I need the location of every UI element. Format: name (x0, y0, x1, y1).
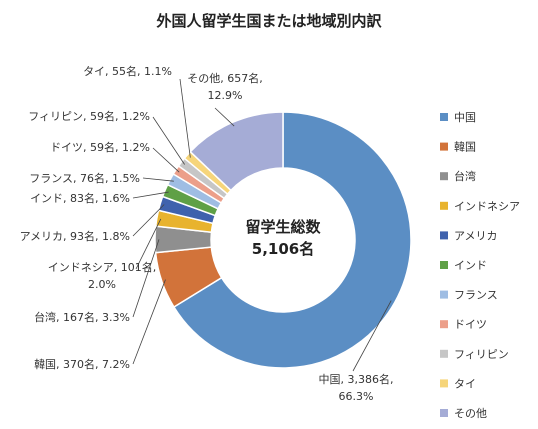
leader-line-1 (132, 279, 166, 365)
legend-label-10: その他 (454, 407, 487, 420)
legend-label-2: 台湾 (454, 169, 476, 183)
data-label-4: アメリカ, 93名, 1.8% (20, 229, 130, 243)
data-label-7: ドイツ, 59名, 1.2% (50, 140, 150, 154)
legend-swatch-1 (440, 142, 448, 151)
center-label-line-2: 5,106名 (252, 240, 314, 258)
legend-label-0: 中国 (454, 111, 476, 124)
data-label-3-line-2: 2.0% (88, 278, 116, 291)
leader-line-4 (132, 204, 165, 237)
legend-swatch-7 (440, 320, 448, 329)
legend-label-5: インド (454, 259, 487, 272)
data-label-5: インド, 83名, 1.6% (30, 191, 130, 205)
data-label-10-line-1: その他, 657名, (187, 71, 263, 85)
legend-swatch-5 (440, 261, 448, 269)
leader-line-2 (132, 239, 160, 318)
data-label-3-line-1: インドネシア, 101名, (48, 260, 157, 274)
data-label-2: 台湾, 167名, 3.3% (34, 310, 130, 324)
data-label-0-line-1: 中国, 3,386名, (319, 372, 394, 386)
legend-label-3: インドネシア (454, 200, 520, 213)
leader-line-9 (179, 78, 191, 158)
legend-swatch-8 (440, 349, 448, 358)
data-label-1: 韓国, 370名, 7.2% (34, 357, 130, 371)
legend-swatch-9 (440, 379, 448, 388)
data-label-8: フィリピン, 59名, 1.2% (28, 109, 150, 123)
leader-line-5 (132, 191, 169, 199)
leader-line-6 (142, 177, 174, 182)
leader-line-0 (352, 300, 392, 372)
legend-swatch-3 (440, 201, 448, 210)
legend-label-7: ドイツ (454, 318, 487, 331)
legend-label-4: アメリカ (454, 229, 497, 242)
legend-label-8: フィリピン (454, 348, 509, 361)
data-label-6: フランス, 76名, 1.5% (29, 171, 140, 185)
data-label-0-line-2: 66.3% (339, 390, 374, 403)
leader-line-3 (135, 218, 162, 270)
legend-swatch-2 (440, 172, 448, 181)
leader-line-8 (152, 116, 185, 165)
legend-label-9: タイ (454, 377, 476, 390)
slice-0 (172, 111, 412, 369)
legend-label-1: 韓国 (454, 141, 476, 154)
chart-title: 外国人留学生国または地域別内訳 (156, 12, 382, 30)
center-label-line-1: 留学生総数 (245, 218, 321, 236)
data-label-10-line-2: 12.9% (208, 89, 243, 102)
legend-swatch-0 (440, 113, 448, 121)
leader-line-7 (152, 147, 180, 173)
legend-swatch-6 (440, 290, 448, 299)
legend-swatch-10 (440, 409, 448, 417)
leader-line-10 (214, 107, 235, 127)
slice-10 (189, 111, 284, 192)
legend-swatch-4 (440, 231, 448, 240)
legend-label-6: フランス (454, 289, 498, 302)
data-label-9: タイ, 55名, 1.1% (83, 64, 172, 78)
